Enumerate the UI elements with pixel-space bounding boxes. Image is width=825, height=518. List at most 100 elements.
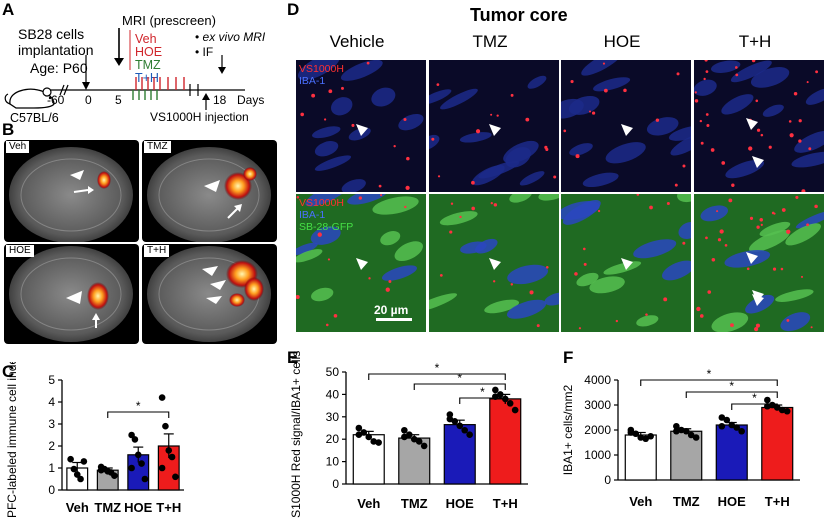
- data-point: [165, 447, 173, 454]
- vs1000h-signal: [730, 323, 734, 328]
- vs1000h-signal: [575, 154, 580, 159]
- micrograph-iba1-hoe: [561, 60, 691, 192]
- cell: [394, 241, 423, 262]
- vs1000h-signal: [529, 290, 534, 295]
- channel-labels: VS1000H IBA-1 SB-28-GFP: [299, 197, 353, 233]
- x-tick-label: Veh: [357, 496, 380, 511]
- cell: [749, 229, 790, 252]
- vs1000h-signal: [393, 145, 396, 148]
- cell: [340, 60, 383, 81]
- ex-vivo-item: • ex vivo MRI: [195, 30, 266, 44]
- data-point: [77, 475, 84, 483]
- arrowhead-marker: [752, 294, 764, 306]
- vs1000h-signal: [786, 318, 790, 322]
- vs1000h-signal: [798, 119, 802, 123]
- vs1000h-signal: [814, 204, 818, 209]
- vs1000h-signal: [806, 223, 810, 227]
- vs1000h-signal: [341, 86, 344, 90]
- vs1000h-signal: [459, 215, 462, 219]
- vs1000h-signal: [768, 145, 772, 149]
- vs1000h-signal: [716, 210, 719, 213]
- ex-vivo-text: ex vivo MRI: [202, 30, 266, 44]
- data-point: [511, 406, 519, 414]
- timeline-svg: -60 0 5 18 Days VS1000H injection: [47, 28, 264, 124]
- y-tick-label: 1000: [584, 448, 611, 462]
- micrograph-merge-th: [694, 194, 824, 332]
- x-tick-label: HOE: [446, 496, 475, 511]
- data-point: [466, 431, 473, 439]
- data-point: [718, 414, 726, 421]
- mri-tmz: TMZ: [142, 140, 277, 242]
- vs1000h-signal: [553, 175, 557, 179]
- vs1000h-signal: [694, 91, 697, 94]
- vs1000h-signal: [317, 232, 322, 237]
- data-point: [405, 431, 413, 439]
- implant-line2: implantation: [18, 42, 94, 58]
- cell: [633, 239, 677, 259]
- y-tick-label: 0: [604, 473, 611, 487]
- vs1000h-signal: [772, 267, 777, 271]
- vs1000h-signal: [808, 147, 812, 151]
- dose-ticks: [132, 77, 199, 100]
- significance-bracket: [731, 403, 778, 410]
- cell: [478, 160, 520, 179]
- data-point: [360, 429, 368, 436]
- cell: [762, 104, 784, 117]
- vs1000h-signal: [746, 267, 750, 271]
- arrowhead-marker: [356, 258, 368, 270]
- cell: [668, 125, 691, 141]
- vs1000h-signal: [717, 238, 722, 242]
- channel-label: IBA-1: [299, 209, 326, 221]
- cell: [677, 194, 691, 203]
- arrowhead-marker: [621, 124, 633, 136]
- mri-tag-th: T+H: [144, 245, 170, 257]
- channel-label: SB-28-GFP: [299, 221, 354, 233]
- cell: [311, 287, 334, 302]
- cell: [305, 194, 349, 207]
- scalebar-group: 20 µm: [296, 302, 416, 332]
- vs1000h-signal: [705, 70, 709, 74]
- vs1000h-signal: [403, 117, 407, 122]
- panel-d-label: D: [287, 0, 300, 19]
- vs1000h-signal: [801, 189, 806, 192]
- data-point: [456, 422, 464, 430]
- vs1000h-signal: [623, 88, 627, 93]
- cell: [347, 194, 388, 205]
- injection-label: VS1000H injection: [150, 110, 249, 124]
- significance-bracket: [685, 391, 778, 398]
- cell: [795, 210, 824, 229]
- cell: [341, 179, 366, 192]
- x-tick-label: Veh: [629, 494, 652, 509]
- data-point: [134, 451, 142, 459]
- cell: [484, 299, 520, 314]
- tick-label-18: 18: [213, 93, 227, 107]
- vs1000h-signal: [574, 272, 578, 276]
- vs1000h-signal: [682, 241, 686, 245]
- micrograph-iba1-th: [694, 60, 824, 192]
- y-tick-label: 3: [48, 417, 55, 431]
- vs1000h-signal: [431, 137, 435, 141]
- tick-label-5: 5: [115, 93, 122, 107]
- scalebar: [376, 318, 412, 321]
- vs1000h-signal: [663, 297, 668, 302]
- vs1000h-signal: [636, 194, 640, 196]
- y-tick-label: 4000: [584, 373, 611, 387]
- scalebar-label: 20 µm: [374, 303, 409, 317]
- vs1000h-signal: [380, 194, 383, 197]
- cell: [636, 315, 659, 327]
- treatment-tmz: TMZ: [135, 58, 161, 72]
- arrowhead-marker: [489, 258, 501, 270]
- vs1000h-signal: [300, 112, 305, 117]
- mri-hoe: HOE: [4, 244, 139, 344]
- vs1000h-signal: [724, 244, 728, 247]
- tick-label-neg60: -60: [47, 93, 65, 107]
- tumor-core-title: Tumor core: [470, 5, 568, 25]
- cell: [296, 242, 318, 256]
- cell: [775, 289, 814, 302]
- chart-e: 0 10 20 30 40 50 VS1000H Red signal/IBA1+ cell…: [289, 350, 528, 518]
- vs1000h-signal: [754, 327, 759, 332]
- data-point: [420, 442, 428, 450]
- vs1000h-signal: [728, 198, 733, 203]
- panel-f-label: F: [563, 348, 574, 367]
- panel-e-label: E: [287, 348, 299, 367]
